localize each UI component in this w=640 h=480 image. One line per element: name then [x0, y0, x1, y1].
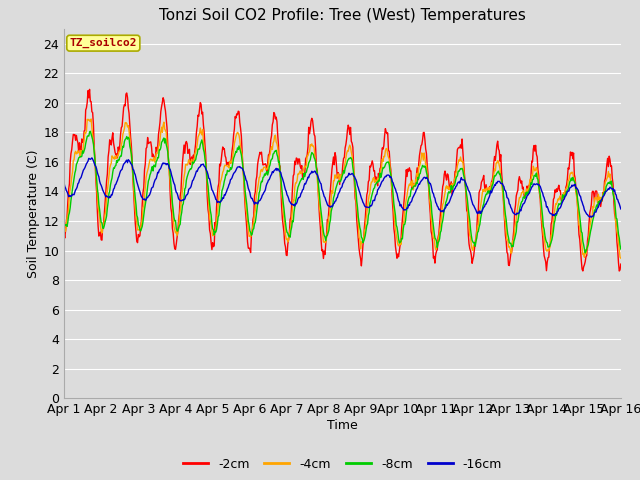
-16cm [617, 206, 625, 212]
-8cm [428, 199, 435, 205]
-16cm [60, 180, 68, 186]
-8cm [86, 128, 94, 134]
-2cm [616, 268, 623, 274]
-8cm [185, 169, 193, 175]
-4cm [428, 215, 435, 220]
-16cm [88, 155, 96, 161]
-16cm [411, 191, 419, 196]
-2cm [617, 261, 625, 267]
-2cm [86, 86, 93, 92]
-16cm [185, 187, 193, 192]
-8cm [70, 176, 78, 181]
Legend: -2cm, -4cm, -8cm, -16cm: -2cm, -4cm, -8cm, -16cm [178, 453, 507, 476]
Line: -4cm: -4cm [64, 119, 621, 258]
-16cm [70, 192, 78, 198]
-2cm [428, 228, 435, 234]
-2cm [128, 157, 136, 163]
-8cm [411, 183, 419, 189]
-16cm [128, 163, 136, 168]
-2cm [185, 149, 193, 155]
Line: -2cm: -2cm [64, 89, 621, 271]
X-axis label: Time: Time [327, 419, 358, 432]
-4cm [128, 164, 136, 169]
-8cm [214, 214, 222, 220]
Y-axis label: Soil Temperature (C): Soil Temperature (C) [28, 149, 40, 278]
-2cm [411, 183, 419, 189]
Text: TZ_soilco2: TZ_soilco2 [70, 38, 137, 48]
-4cm [617, 255, 625, 261]
-4cm [60, 228, 68, 234]
-4cm [185, 157, 193, 163]
-4cm [411, 182, 419, 188]
-2cm [214, 184, 222, 190]
-16cm [214, 199, 222, 204]
-16cm [428, 183, 435, 189]
-8cm [128, 160, 136, 166]
-2cm [60, 230, 68, 236]
-8cm [60, 221, 68, 227]
Line: -16cm: -16cm [64, 158, 621, 217]
Title: Tonzi Soil CO2 Profile: Tree (West) Temperatures: Tonzi Soil CO2 Profile: Tree (West) Temp… [159, 9, 526, 24]
Line: -8cm: -8cm [64, 131, 621, 253]
-16cm [588, 214, 595, 220]
-4cm [214, 204, 222, 209]
-8cm [581, 250, 589, 256]
-2cm [70, 132, 78, 138]
-4cm [70, 157, 78, 163]
-8cm [617, 246, 625, 252]
-4cm [87, 116, 95, 122]
